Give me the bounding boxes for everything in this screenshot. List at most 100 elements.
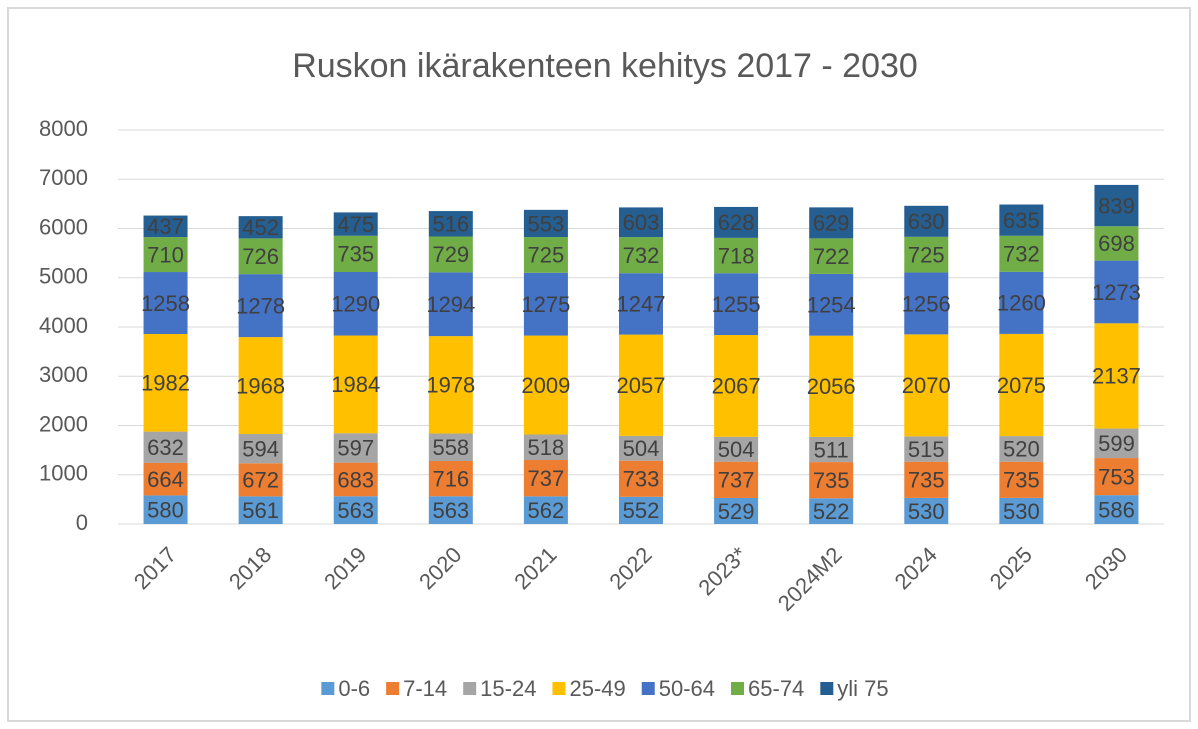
bar-segment (523, 496, 568, 524)
data-label: 710 (147, 242, 184, 267)
data-label: 729 (432, 242, 469, 267)
data-label: 733 (623, 467, 660, 492)
y-tick-label: 2000 (39, 411, 88, 436)
data-label: 529 (718, 499, 755, 524)
data-label: 1978 (426, 373, 475, 398)
bar-segment (333, 212, 378, 236)
legend-label: 0-6 (338, 676, 370, 701)
data-label: 732 (623, 243, 660, 268)
chart-frame (7, 7, 1191, 722)
data-label: 504 (623, 436, 660, 461)
bar-segment (333, 235, 378, 272)
bar-segment (904, 436, 949, 462)
data-label: 597 (337, 436, 374, 461)
data-label: 1968 (236, 373, 285, 398)
bar-segment (809, 498, 854, 524)
data-label: 735 (337, 242, 374, 267)
data-label: 2056 (807, 374, 856, 399)
data-label: 735 (908, 468, 945, 493)
bar-segment (904, 236, 949, 273)
bar-segment (1094, 323, 1139, 429)
bar-segment (809, 273, 854, 336)
legend-swatch (463, 682, 477, 695)
data-label: 520 (1003, 437, 1040, 462)
data-label: 683 (337, 467, 374, 492)
bar-segment (523, 460, 568, 497)
data-label: 1273 (1092, 280, 1141, 305)
legend-label: 65-74 (748, 676, 804, 701)
bar-segment (809, 436, 854, 463)
data-label: 716 (432, 466, 469, 491)
bar-segment (428, 433, 473, 462)
legend-swatch (552, 682, 566, 695)
data-label: 1982 (141, 371, 190, 396)
data-label: 698 (1098, 231, 1135, 256)
bar-segment (904, 205, 949, 237)
bar-segment (904, 334, 949, 437)
data-label: 511 (814, 437, 849, 462)
data-label: 725 (528, 243, 565, 268)
bar-segment (238, 238, 283, 275)
legend-label: 15-24 (480, 676, 536, 701)
bar-segment (714, 461, 759, 498)
bar-segment (333, 335, 378, 434)
legend-swatch (820, 682, 834, 695)
bar-segment (999, 235, 1044, 272)
data-label: 1256 (902, 291, 951, 316)
legend-swatch (386, 682, 400, 695)
y-tick-label: 4000 (39, 313, 88, 338)
data-label: 732 (1003, 242, 1040, 267)
bar-segment (143, 333, 188, 432)
bar-segment (1094, 260, 1139, 324)
data-label: 530 (1003, 499, 1040, 524)
bar-segment (333, 433, 378, 463)
data-label: 722 (813, 244, 850, 269)
y-tick-label: 6000 (39, 214, 88, 239)
bar-segment (619, 273, 663, 335)
data-label: 726 (242, 244, 279, 269)
legend-label: 25-49 (569, 676, 625, 701)
data-label: 516 (432, 212, 469, 237)
data-label: 635 (1003, 208, 1040, 233)
data-label: 629 (813, 211, 850, 236)
bar-segment (809, 238, 854, 274)
data-label: 1258 (141, 291, 190, 316)
bar-segment (714, 497, 759, 524)
data-label: 672 (242, 468, 279, 493)
chart-title: Ruskon ikärakenteen kehitys 2017 - 2030 (292, 47, 918, 85)
data-label: 1254 (807, 293, 856, 318)
data-label: 558 (432, 435, 469, 460)
y-tick-label: 7000 (39, 165, 88, 190)
bar-segment (1094, 495, 1139, 524)
bar-segment (999, 497, 1044, 524)
data-label: 1247 (617, 292, 666, 317)
bar-segment (428, 236, 473, 273)
data-label: 552 (623, 498, 660, 523)
bar-segment (238, 463, 283, 497)
data-label: 1275 (521, 292, 570, 317)
bar-segment (238, 434, 283, 464)
data-label: 737 (718, 468, 755, 493)
data-label: 2009 (521, 373, 570, 398)
bar-segment (143, 495, 188, 524)
bar-segment (619, 207, 663, 238)
bar-segment (238, 274, 283, 338)
data-label: 530 (908, 499, 945, 524)
legend-label: 50-64 (659, 676, 715, 701)
bar-segment (619, 460, 663, 497)
bar-segment (523, 237, 568, 273)
bar-segment (333, 496, 378, 524)
bar-segment (238, 216, 283, 239)
bar-segment (143, 462, 188, 496)
bar-segment (714, 206, 759, 238)
data-label: 475 (337, 212, 374, 237)
data-label: 735 (813, 468, 850, 493)
y-tick-label: 5000 (39, 264, 88, 289)
data-label: 718 (718, 243, 755, 268)
legend-label: 7-14 (403, 676, 447, 701)
bar-segment (999, 461, 1044, 498)
bar-segment (523, 434, 568, 461)
data-label: 563 (432, 498, 469, 523)
data-label: 2070 (902, 373, 951, 398)
bar-segment (523, 272, 568, 336)
